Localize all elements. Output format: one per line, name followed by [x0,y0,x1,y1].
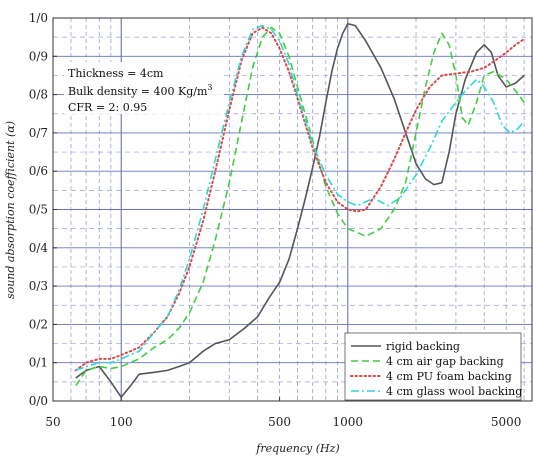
y-tick-label: 0/7 [29,126,48,140]
annotation-thickness: Thickness = 4cm [68,67,164,80]
series-line-rigid-backing [75,22,525,398]
x-tick-label: 500 [268,415,291,429]
y-axis-ticks: 0/0 0/1 0/2 0/3 0/4 0/5 0/6 0/7 0/8 0/9 1/0 [29,11,57,408]
series-layer [74,22,526,398]
annotation-bulk-density: Bulk density = 400 Kg/m3 [68,83,212,98]
legend: rigid backing 4 cm air gap backing 4 cm PU… [344,332,522,401]
annotation-box: Thickness = 4cm Bulk density = 400 Kg/m3… [64,62,224,114]
y-tick-label: 0/1 [29,356,48,370]
annotation-cfr: CFR = 2: 0.95 [68,101,147,114]
legend-frame [344,332,522,401]
series-line-4-cm-pu-foam-backing [74,26,526,372]
y-tick-label: 0/3 [29,279,48,293]
series-line-4-cm-air-gap-backing [75,26,525,387]
annotation-bulk-density-text: Bulk density = 400 Kg/m [68,85,208,98]
legend-entries: rigid backing 4 cm air gap backing 4 cm PU… [350,340,522,398]
legend-label: 4 cm glass wool backing [386,385,522,398]
legend-label: 4 cm air gap backing [386,355,504,368]
y-tick-label: 1/0 [29,11,48,25]
y-tick-label: 0/9 [29,49,48,63]
y-tick-label: 0/5 [29,203,48,217]
x-tick-label: 50 [45,415,60,429]
y-tick-label: 0/6 [29,164,48,178]
y-axis-title: sound absorption coefficient (α) [4,121,17,299]
x-tick-label: 100 [110,415,133,429]
x-tick-label: 5000 [491,415,522,429]
x-axis-title: frequency (Hz) [255,442,339,455]
annotation-bulk-density-sup: 3 [207,83,212,92]
y-tick-label: 0/4 [29,241,49,255]
legend-label: rigid backing [386,340,460,353]
y-tick-label: 0/2 [29,317,48,331]
x-tick-label: 1000 [333,415,364,429]
legend-label: 4 cm PU foam backing [386,370,512,383]
y-tick-label: 0/8 [29,88,48,102]
annotation-box-frame [64,62,224,114]
y-tick-label: 0/0 [29,394,48,408]
